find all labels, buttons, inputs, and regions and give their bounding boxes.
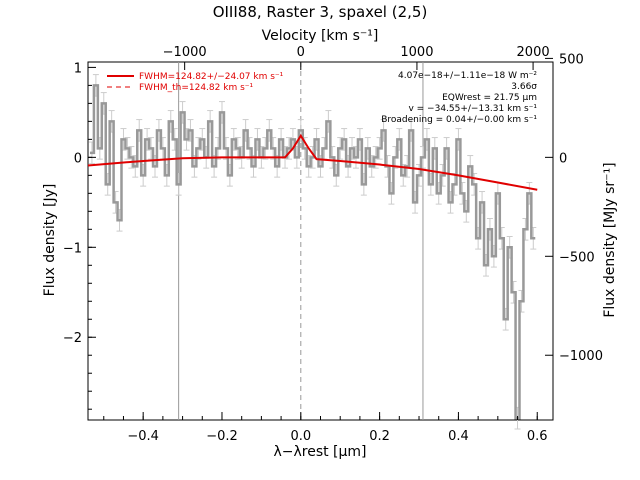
- y-axis-title: Flux density [Jy]: [42, 184, 58, 297]
- annotation-velocity: v = −34.55+/−13.31 km s⁻¹: [408, 104, 537, 114]
- top-tick-label: 2000: [517, 45, 550, 60]
- fit-annotations: 4.07e−18+/−1.11e−18 W m⁻² 3.66σ EQWrest …: [381, 71, 537, 125]
- right-tick-label: −500: [559, 250, 595, 265]
- y-tick-label: 0: [74, 151, 82, 166]
- right-tick-label: 0: [559, 151, 567, 166]
- legend-label-fit: FWHM=124.82+/−24.07 km s⁻¹: [139, 72, 284, 82]
- y-tick-label: −2: [63, 331, 82, 346]
- x-tick-label: 0.6: [527, 429, 548, 444]
- annotation-line-flux: 4.07e−18+/−1.11e−18 W m⁻²: [398, 71, 537, 81]
- x-tick-label: 0.0: [290, 429, 311, 444]
- x-axis-title: λ−λrest [μm]: [273, 444, 366, 460]
- right-tick-label: −1000: [559, 349, 603, 364]
- right-axis-title: Flux density [MJy sr⁻¹]: [602, 162, 618, 317]
- chart-title: OIII88, Raster 3, spaxel (2,5): [213, 3, 428, 21]
- data-series-line: [89, 84, 536, 420]
- annotation-eqw: EQWrest = 21.75 μm: [442, 93, 537, 103]
- top-tick-label: 0: [297, 45, 305, 60]
- x-tick-label: −0.4: [127, 429, 159, 444]
- reference-lines: [178, 62, 424, 420]
- annotation-broadening: Broadening = 0.04+/−0.00 km s⁻¹: [381, 115, 537, 125]
- y-tick-label: −1: [63, 241, 82, 256]
- top-tick-label: −1000: [163, 45, 207, 60]
- plot-area: [87, 61, 554, 430]
- x-tick-label: 0.4: [448, 429, 469, 444]
- x-tick-label: −0.2: [206, 429, 238, 444]
- series-layer: [87, 74, 538, 430]
- top-axis-title: Velocity [km s⁻¹]: [262, 28, 379, 44]
- right-tick-label: 500: [559, 52, 584, 67]
- axes: −0.4 −0.2 0.0 0.2 0.4 0.6 −2 −1 0 1 −1000 0 1000 20…: [63, 45, 603, 444]
- x-axis-ticks: −0.4 −0.2 0.0 0.2 0.4 0.6: [103, 412, 548, 444]
- x-tick-label: 0.2: [369, 429, 390, 444]
- legend: FWHM=124.82+/−24.07 km s⁻¹ FWHM_th=124.8…: [107, 72, 284, 93]
- y-axis-ticks: −2 −1 0 1: [63, 61, 96, 410]
- annotation-significance: 3.66σ: [511, 82, 537, 92]
- top-axis-ticks: −1000 0 1000 2000: [163, 45, 550, 70]
- y-tick-label: 1: [74, 61, 82, 76]
- fit-series-line: [87, 133, 538, 191]
- right-axis-ticks: 500 0 −500 −1000: [545, 52, 603, 364]
- legend-label-fwhm-th: FWHM_th=124.82 km s⁻¹: [139, 83, 254, 93]
- top-tick-label: 1000: [400, 45, 433, 60]
